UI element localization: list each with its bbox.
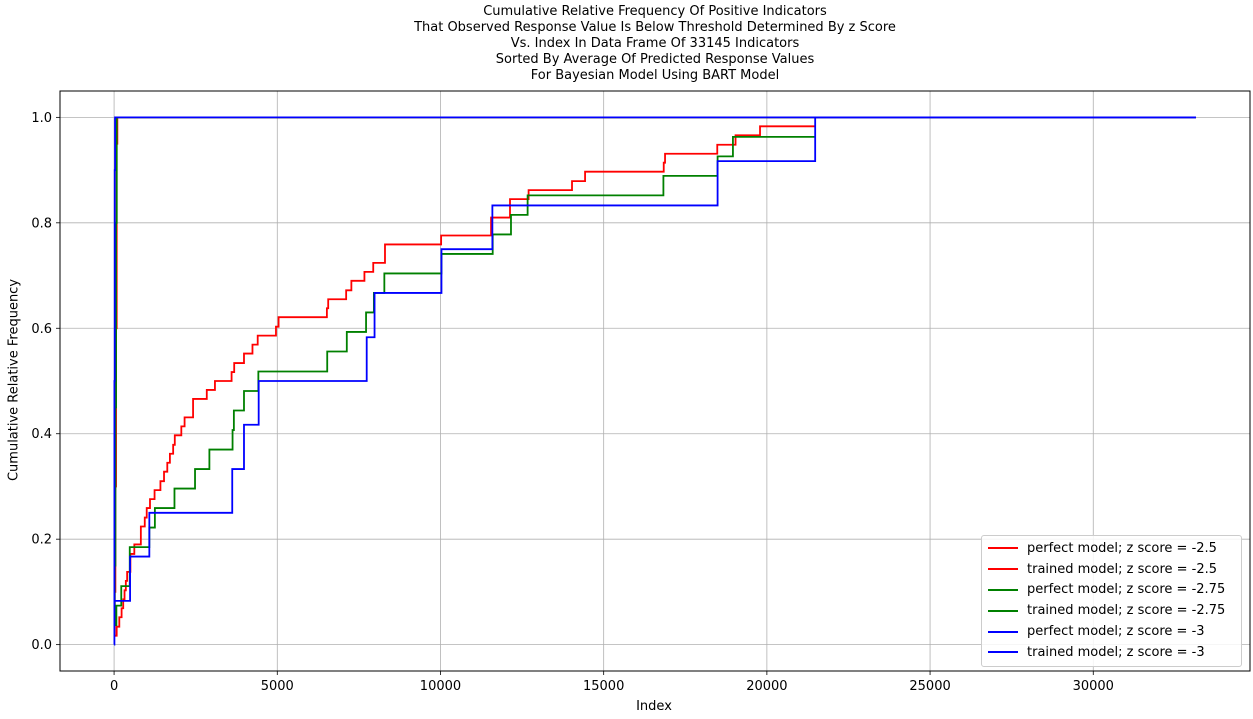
- y-tick-label: 0.6: [31, 322, 52, 337]
- chart-title-line: Sorted By Average Of Predicted Response …: [495, 52, 815, 67]
- x-tick-label: 0: [110, 679, 118, 694]
- legend-item: trained model; z score = -3: [982, 642, 1241, 663]
- legend-item: perfect model; z score = -2.75: [982, 580, 1241, 601]
- chart-legend: perfect model; z score = -2.5 trained mo…: [981, 535, 1242, 667]
- x-tick-label: 15000: [583, 679, 624, 694]
- axis-ticks: 0 5000 10000 15000 20000 25000 30000 0.0 0.2 0.4 0…: [31, 111, 1114, 694]
- legend-label: perfect model; z score = -2.75: [1027, 582, 1226, 598]
- chart-title-line: That Observed Response Value Is Below Th…: [414, 20, 896, 35]
- plot-area-frame: [59, 90, 1251, 672]
- legend-item: trained model; z score = -2.5: [982, 559, 1241, 580]
- y-tick-label: 1.0: [31, 111, 52, 126]
- series-line-3: [114, 135, 815, 627]
- series-line-5: [114, 116, 1196, 602]
- legend-swatch: [988, 588, 1018, 591]
- x-tick-label: 5000: [261, 679, 294, 694]
- legend-label: perfect model; z score = -2.5: [1027, 540, 1217, 556]
- y-tick-label: 0.2: [31, 533, 52, 548]
- y-tick-label: 0.0: [31, 638, 52, 653]
- legend-swatch: [988, 630, 1018, 633]
- legend-item: perfect model; z score = -3: [982, 621, 1241, 642]
- x-axis-label: Index: [636, 699, 672, 714]
- x-tick-label: 20000: [746, 679, 787, 694]
- legend-item: perfect model; z score = -2.5: [982, 538, 1241, 559]
- chart-title: Cumulative Relative Frequency Of Positiv…: [60, 4, 1250, 84]
- legend-label: perfect model; z score = -3: [1027, 624, 1205, 640]
- legend-label: trained model; z score = -2.75: [1027, 603, 1226, 619]
- legend-swatch: [988, 568, 1018, 571]
- x-tick-label: 25000: [909, 679, 950, 694]
- series-lines: [113, 116, 1196, 646]
- legend-swatch: [988, 609, 1018, 612]
- chart-title-line: For Bayesian Model Using BART Model: [530, 68, 780, 83]
- y-axis-label: Cumulative Relative Frequency: [6, 278, 22, 482]
- legend-item: trained model; z score = -2.75: [982, 600, 1241, 621]
- chart-title-line: Vs. Index In Data Frame Of 33145 Indicat…: [510, 36, 800, 51]
- legend-swatch: [988, 651, 1018, 654]
- legend-label: trained model; z score = -2.5: [1027, 561, 1218, 577]
- legend-swatch: [988, 547, 1018, 550]
- x-tick-label: 30000: [1073, 679, 1114, 694]
- y-tick-label: 0.4: [31, 427, 52, 442]
- x-tick-label: 10000: [420, 679, 461, 694]
- legend-label: trained model; z score = -3: [1027, 644, 1205, 660]
- series-line-1: [114, 125, 815, 637]
- y-tick-label: 0.8: [31, 216, 52, 231]
- chart-title-line: Cumulative Relative Frequency Of Positiv…: [483, 4, 827, 19]
